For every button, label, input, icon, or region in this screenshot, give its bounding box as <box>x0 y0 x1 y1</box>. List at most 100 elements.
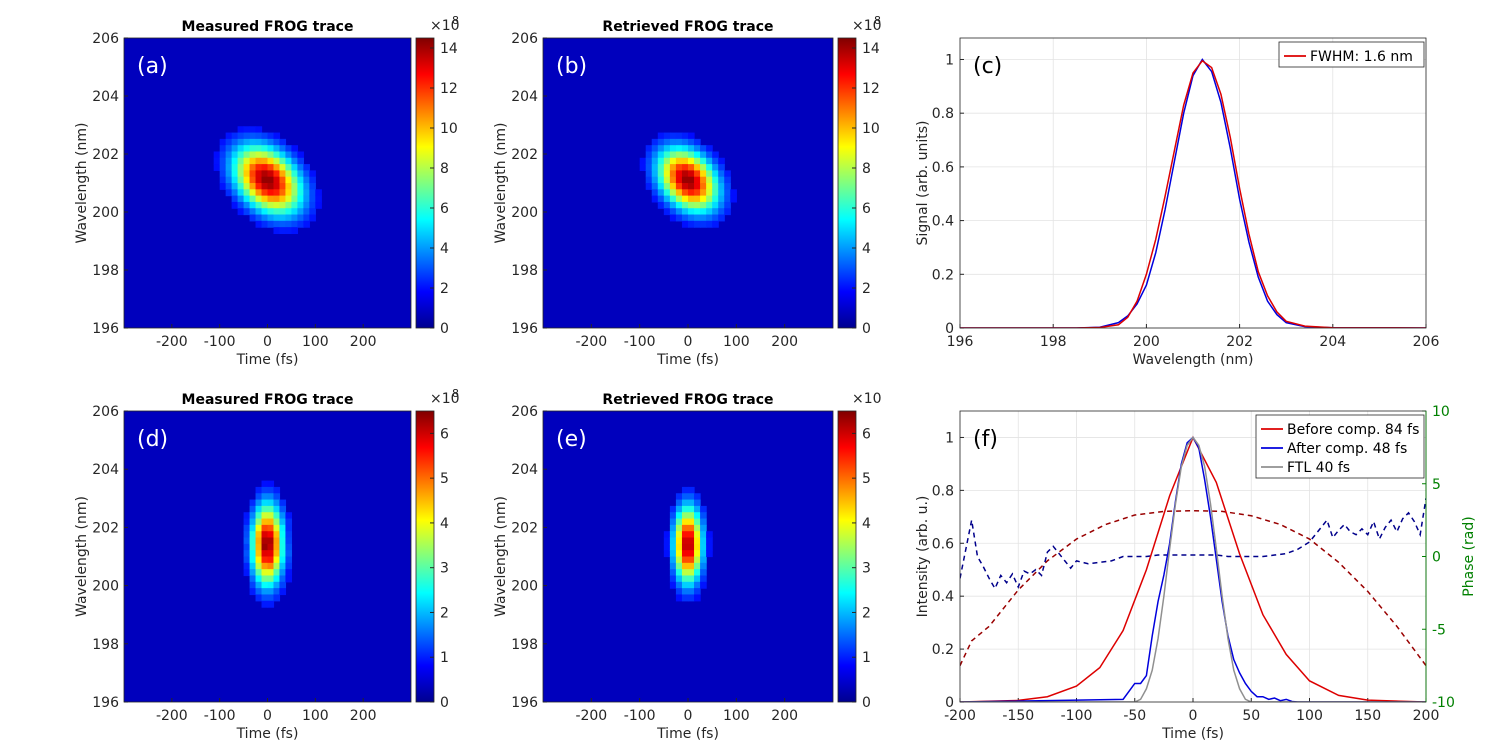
y-axis-label: Intensity (arb. u.) <box>915 496 931 618</box>
heatmap-cell <box>279 543 287 551</box>
panel-label: (a) <box>137 54 168 79</box>
heatmap-cells <box>663 486 713 602</box>
heatmap-cell <box>700 170 707 178</box>
colorbar-multiplier: ×10 <box>852 391 882 407</box>
heatmap-cell <box>255 493 263 501</box>
heatmap-cell <box>285 575 293 583</box>
heatmap-cell <box>663 170 671 178</box>
colorbar-tick-label: 0 <box>440 321 449 337</box>
heatmap-cell <box>675 195 683 203</box>
heatmap-cell <box>225 183 233 190</box>
heatmap-cell <box>255 189 263 197</box>
chart-title: Retrieved FROG trace <box>602 19 773 35</box>
y-tick-label: 198 <box>511 263 538 279</box>
y-tick-label: 0 <box>945 321 954 337</box>
heatmap-cell <box>279 499 287 507</box>
heatmap-cell <box>663 138 671 146</box>
heatmap-cell <box>237 145 245 153</box>
heatmap-cell <box>724 170 731 178</box>
heatmap-cell <box>291 170 298 178</box>
heatmap-cell <box>675 214 683 222</box>
heatmap-cell <box>267 157 275 165</box>
heatmap-cell <box>657 138 665 146</box>
heatmap-cell <box>267 543 275 551</box>
heatmap-cell <box>694 208 701 216</box>
heatmap-cell <box>249 183 257 190</box>
heatmap-cell <box>657 183 665 190</box>
heatmap-cell <box>700 195 707 203</box>
heatmap-cell <box>669 575 677 583</box>
heatmap-cell <box>657 157 665 165</box>
heatmap-cell <box>700 512 707 520</box>
heatmap-cell <box>700 531 707 539</box>
heatmap-cell <box>712 214 719 222</box>
colorbar-tick-label: 2 <box>440 605 449 621</box>
heatmap-cell <box>279 183 287 190</box>
series-line-after-comp-48-fs <box>960 436 1426 702</box>
heatmap-cell <box>279 227 287 235</box>
x-tick-label: -100 <box>204 334 236 350</box>
heatmap-cell <box>315 201 322 209</box>
x-tick-label: 100 <box>302 708 329 724</box>
heatmap-cell <box>700 556 707 564</box>
heatmap-cell <box>694 493 701 501</box>
x-tick-label: -200 <box>944 708 976 724</box>
heatmap-cell <box>273 537 281 545</box>
heatmap-cell <box>730 195 737 203</box>
heatmap-cell <box>273 588 281 596</box>
series-line-retrieved-spectrum <box>960 59 1426 328</box>
heatmap-cell <box>249 208 257 216</box>
heatmap-cell <box>261 208 269 216</box>
heatmap-cell <box>249 562 257 570</box>
heatmap-cell <box>724 201 731 209</box>
heatmap-cell <box>681 550 689 558</box>
x-tick-label: 100 <box>723 334 750 350</box>
heatmap-cell <box>267 214 275 222</box>
heatmap-cell <box>267 145 275 153</box>
heatmap-cell <box>273 562 281 570</box>
heatmap-cell <box>255 556 263 564</box>
heatmap-cell <box>279 550 287 558</box>
x-tick-label: -200 <box>575 708 607 724</box>
heatmap-cell <box>225 138 233 146</box>
heatmap-cell <box>297 183 304 190</box>
heatmap-cell <box>225 170 233 178</box>
heatmap-cell <box>675 164 683 171</box>
heatmap-cell <box>700 189 707 197</box>
x-tick-label: 200 <box>350 708 377 724</box>
heatmap-cell <box>243 556 251 564</box>
heatmap-cell <box>706 183 713 190</box>
heatmap-cell <box>255 550 263 558</box>
heatmap-cell <box>243 145 251 153</box>
heatmap-cell <box>706 208 713 216</box>
legend-entry: Before comp. 84 fs <box>1287 422 1419 438</box>
heatmap-cell <box>243 512 251 520</box>
heatmap-cell <box>243 183 251 190</box>
x-tick-label: 100 <box>1296 708 1323 724</box>
heatmap-cell <box>273 543 281 551</box>
y-tick-label: 206 <box>92 404 119 420</box>
heatmap-cell <box>663 164 671 171</box>
x-tick-label: 198 <box>1040 334 1067 350</box>
legend-entry: FWHM: 1.6 nm <box>1310 49 1413 65</box>
heatmap-cell <box>309 214 316 222</box>
heatmap-cell <box>285 183 293 190</box>
heatmap-cell <box>694 594 701 602</box>
heatmap-cell <box>273 556 281 564</box>
heatmap-cell <box>279 151 287 159</box>
heatmap-cell <box>279 195 287 203</box>
heatmap-cell <box>231 138 239 146</box>
heatmap-cell <box>688 518 695 526</box>
heatmap-cell <box>285 195 293 203</box>
x-tick-label: -200 <box>156 708 188 724</box>
heatmap-cell <box>303 195 310 203</box>
heatmap-cell <box>675 505 683 513</box>
heatmap-cell <box>261 138 269 146</box>
heatmap-cell <box>279 157 287 165</box>
heatmap-cell <box>273 220 281 228</box>
heatmap-cell <box>249 201 257 209</box>
heatmap-cell <box>249 550 257 558</box>
heatmap-cell <box>681 588 689 596</box>
heatmap-cell <box>255 157 263 165</box>
x-tick-label: 200 <box>350 334 377 350</box>
